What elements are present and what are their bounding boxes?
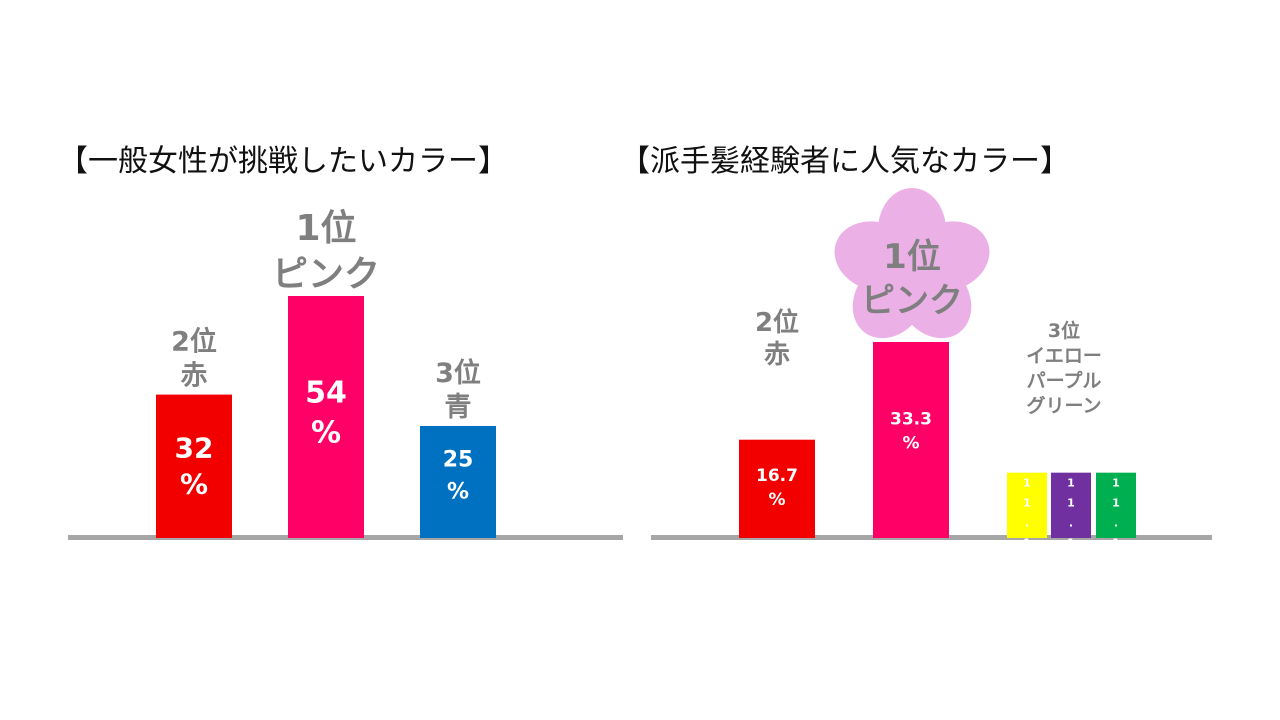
- data-label: 1: [1067, 497, 1075, 510]
- data-label: 1: [1112, 537, 1120, 550]
- data-label: 1: [1067, 477, 1075, 490]
- data-label: %: [311, 415, 341, 450]
- rank-label: 赤: [181, 361, 208, 392]
- rank-label: ピンク: [272, 254, 380, 295]
- rank-label: 赤: [764, 340, 790, 370]
- bar-赤: [739, 439, 815, 538]
- rank-label: 2位: [171, 326, 217, 358]
- data-label: 16.7: [756, 466, 798, 486]
- bar-イエロー: [1007, 472, 1047, 538]
- rank-label: パープル: [1027, 369, 1102, 392]
- data-label: 54: [305, 375, 347, 410]
- bar-グリーン: [1096, 472, 1136, 538]
- data-label: 1: [1112, 477, 1120, 490]
- data-label: %: [447, 479, 469, 504]
- bar-青: [420, 425, 496, 538]
- rank-label: 青: [445, 392, 472, 423]
- data-label: .: [1025, 517, 1029, 530]
- data-label: 33.3: [890, 409, 932, 429]
- chart-title-left: 【一般女性が挑戦したいカラー】: [58, 144, 508, 179]
- rank-label: 1位: [295, 208, 356, 249]
- rank-label: グリーン: [1026, 394, 1101, 417]
- data-label: 1: [1023, 537, 1031, 550]
- data-label: %: [180, 468, 208, 501]
- rank-label: ピンク: [861, 281, 963, 321]
- bar-ピンク: [288, 296, 364, 538]
- data-label: 32: [175, 432, 214, 465]
- data-label: .: [1114, 517, 1118, 530]
- bar-パープル: [1051, 472, 1091, 538]
- rank-label: 3位: [1048, 319, 1080, 342]
- data-label: %: [1110, 557, 1121, 570]
- data-label: 1: [1112, 497, 1120, 510]
- rank-label: 3位: [435, 357, 481, 389]
- cherry-blossom-icon: [834, 188, 990, 339]
- data-label: %: [768, 490, 785, 510]
- data-label: %: [1065, 557, 1076, 570]
- chart-title-right: 【派手髪経験者に人気なカラー】: [620, 144, 1070, 179]
- rank-label: イエロー: [1026, 345, 1102, 367]
- data-label: %: [1021, 557, 1032, 570]
- data-label: %: [902, 433, 919, 453]
- rank-label: 2位: [755, 307, 799, 338]
- data-label: 1: [1067, 537, 1075, 550]
- rank-label: 1位: [883, 237, 941, 277]
- data-label: 1: [1023, 497, 1031, 510]
- data-label: 25: [443, 447, 474, 472]
- data-label: .: [1069, 517, 1073, 530]
- bar-ピンク: [873, 342, 949, 538]
- bar-赤: [156, 394, 232, 538]
- data-label: 1: [1023, 477, 1031, 490]
